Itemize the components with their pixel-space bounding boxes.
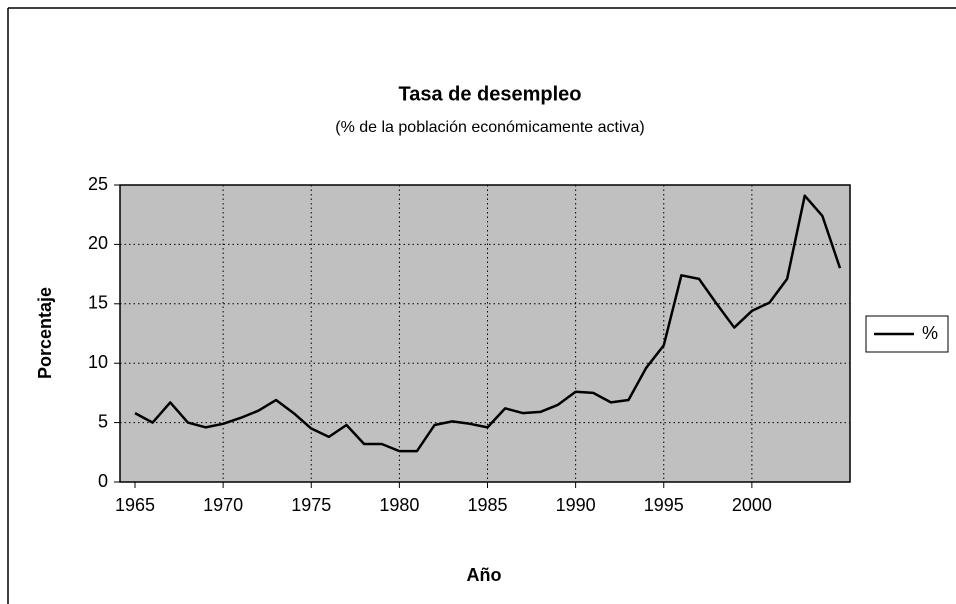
- plot-area: [119, 184, 851, 483]
- y-tick-label: 20: [88, 233, 108, 253]
- chart-subtitle: (% de la población económicamente activa…: [335, 119, 645, 136]
- y-tick-label: 10: [88, 352, 108, 372]
- y-axis-label: Porcentaje: [35, 287, 55, 379]
- x-tick-label: 1965: [115, 495, 155, 515]
- x-tick-label: 1985: [467, 495, 507, 515]
- x-tick-label: 1970: [203, 495, 243, 515]
- y-tick-label: 0: [98, 471, 108, 491]
- chart-title: Tasa de desempleo: [398, 83, 581, 105]
- x-tick-label: 1975: [291, 495, 331, 515]
- data-line: [134, 194, 842, 453]
- x-axis-label: Año: [467, 565, 502, 585]
- y-tick-label: 5: [98, 411, 108, 431]
- x-tick-label: 1990: [556, 495, 596, 515]
- x-tick-label: 1995: [644, 495, 684, 515]
- y-tick-label: 15: [88, 293, 108, 313]
- x-tick-label: 2000: [732, 495, 772, 515]
- legend-label: %: [922, 323, 938, 343]
- x-tick-label: 1980: [379, 495, 419, 515]
- y-tick-label: 25: [88, 174, 108, 194]
